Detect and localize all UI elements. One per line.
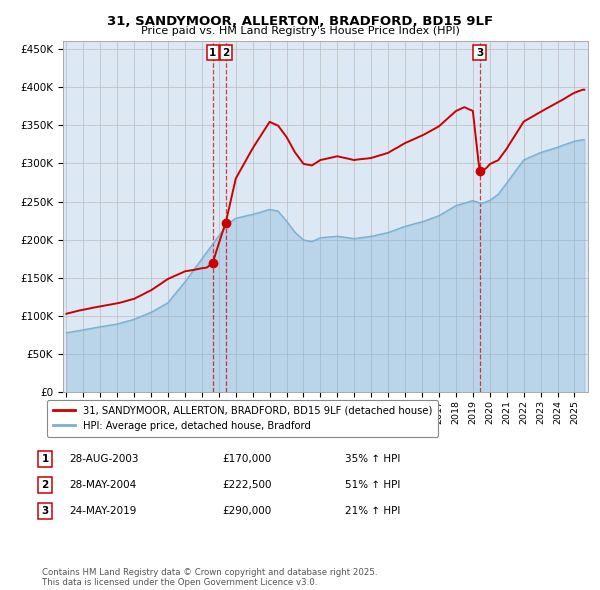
Text: 1: 1 (41, 454, 49, 464)
Text: 51% ↑ HPI: 51% ↑ HPI (345, 480, 400, 490)
Text: 35% ↑ HPI: 35% ↑ HPI (345, 454, 400, 464)
Text: 2: 2 (41, 480, 49, 490)
Text: £170,000: £170,000 (222, 454, 271, 464)
Text: £222,500: £222,500 (222, 480, 271, 490)
Text: Contains HM Land Registry data © Crown copyright and database right 2025.
This d: Contains HM Land Registry data © Crown c… (42, 568, 377, 587)
Text: 21% ↑ HPI: 21% ↑ HPI (345, 506, 400, 516)
Text: Price paid vs. HM Land Registry's House Price Index (HPI): Price paid vs. HM Land Registry's House … (140, 26, 460, 36)
Text: 1: 1 (209, 48, 217, 58)
Legend: 31, SANDYMOOR, ALLERTON, BRADFORD, BD15 9LF (detached house), HPI: Average price: 31, SANDYMOOR, ALLERTON, BRADFORD, BD15 … (47, 400, 439, 437)
Text: 3: 3 (41, 506, 49, 516)
Text: 31, SANDYMOOR, ALLERTON, BRADFORD, BD15 9LF: 31, SANDYMOOR, ALLERTON, BRADFORD, BD15 … (107, 15, 493, 28)
Text: 28-MAY-2004: 28-MAY-2004 (69, 480, 136, 490)
Text: 24-MAY-2019: 24-MAY-2019 (69, 506, 136, 516)
Text: 28-AUG-2003: 28-AUG-2003 (69, 454, 139, 464)
Text: £290,000: £290,000 (222, 506, 271, 516)
Text: 3: 3 (476, 48, 483, 58)
Text: 2: 2 (222, 48, 229, 58)
